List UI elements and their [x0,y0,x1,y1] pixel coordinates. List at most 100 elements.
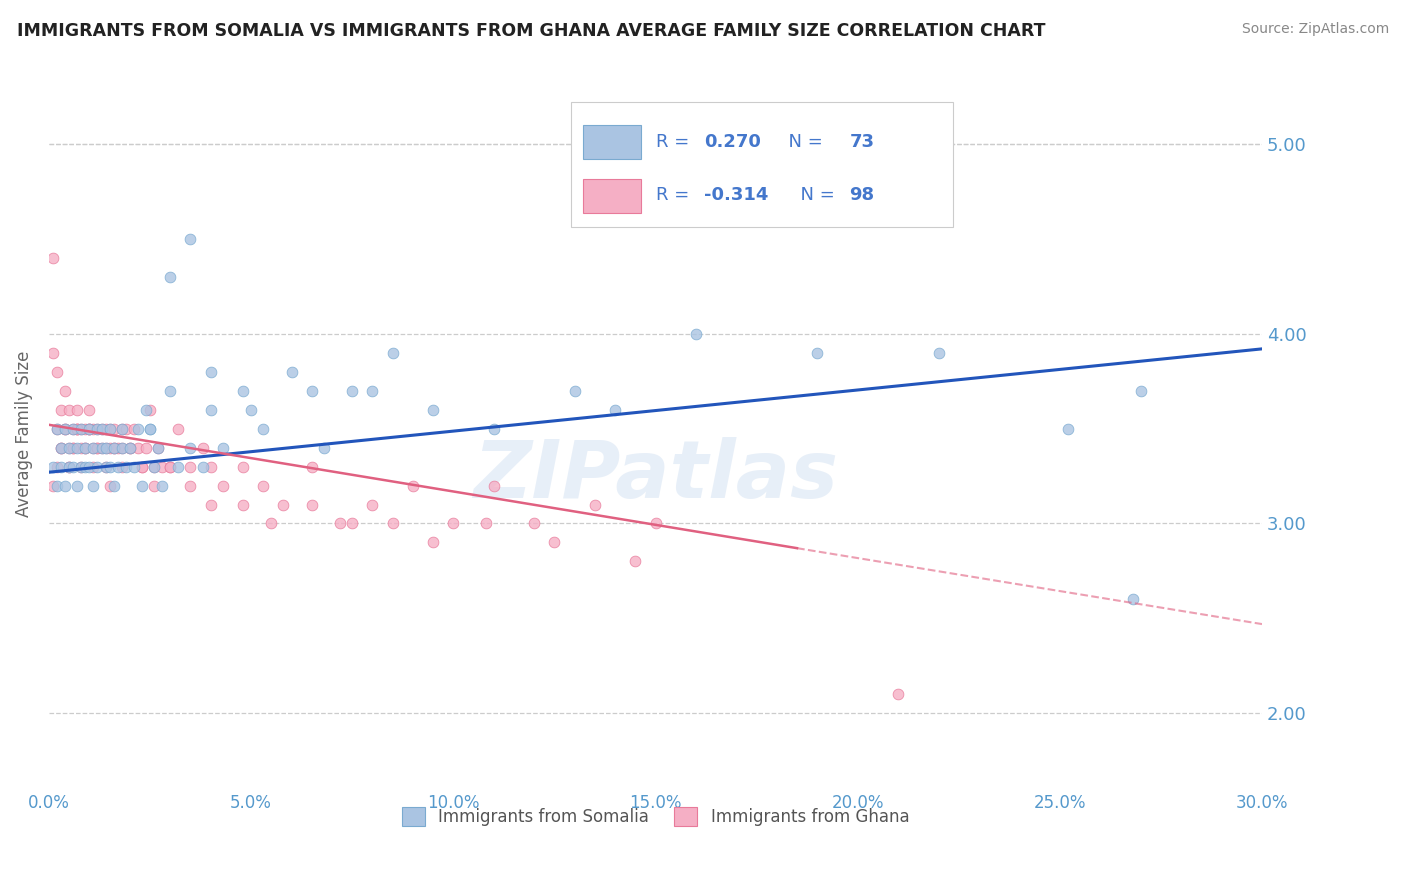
Point [301,384,323,398]
Point [146,441,169,455]
Point [62,441,84,455]
Point [329,516,352,531]
Point [42,345,65,359]
Point [75,421,97,435]
Text: N =: N = [776,133,828,151]
Point [361,498,384,512]
Point [70,459,93,474]
Point [146,441,169,455]
Point [62,459,84,474]
Point [46,421,69,435]
Point [46,365,69,379]
Point [252,478,274,492]
Point [474,516,496,531]
Point [53,421,76,435]
Y-axis label: Average Family Size: Average Family Size [15,351,32,516]
Point [523,516,546,531]
Point [179,459,201,474]
Point [79,421,101,435]
Point [79,421,101,435]
Point [135,402,157,417]
Point [75,441,97,455]
Point [583,498,606,512]
Point [49,441,72,455]
Point [150,459,173,474]
Point [49,459,72,474]
Point [127,421,149,435]
Point [79,421,101,435]
Point [66,441,89,455]
Point [159,269,181,284]
Text: R =: R = [655,186,695,204]
Point [79,459,101,474]
Point [62,441,84,455]
Text: Source: ZipAtlas.com: Source: ZipAtlas.com [1241,22,1389,37]
Point [482,478,505,492]
Point [211,441,233,455]
Point [94,459,117,474]
Point [191,459,214,474]
Point [1129,384,1152,398]
Point [66,421,89,435]
Point [66,421,89,435]
Point [90,441,112,455]
Point [103,421,125,435]
Point [98,421,121,435]
Text: N =: N = [789,186,841,204]
Text: R =: R = [655,133,695,151]
Point [58,402,80,417]
Point [58,441,80,455]
Point [62,421,84,435]
Point [179,441,201,455]
Point [159,459,181,474]
Point [273,498,295,512]
Point [111,459,134,474]
Point [86,421,108,435]
Point [131,478,153,492]
Point [312,441,335,455]
Point [131,459,153,474]
Point [114,421,136,435]
Text: IMMIGRANTS FROM SOMALIA VS IMMIGRANTS FROM GHANA AVERAGE FAMILY SIZE CORRELATION: IMMIGRANTS FROM SOMALIA VS IMMIGRANTS FR… [17,22,1046,40]
Point [159,459,181,474]
Point [564,384,586,398]
Point [422,535,444,549]
Point [167,459,190,474]
Point [82,421,104,435]
Point [381,345,404,359]
Point [179,232,201,246]
Point [211,478,233,492]
Point [58,459,80,474]
Point [122,421,145,435]
Point [143,478,166,492]
Point [103,441,125,455]
Point [66,402,89,417]
Point [103,441,125,455]
Point [200,365,222,379]
Point [79,402,101,417]
Point [70,421,93,435]
Point [86,459,108,474]
Point [200,459,222,474]
Point [46,459,69,474]
Point [66,421,89,435]
Point [103,478,125,492]
Point [191,441,214,455]
FancyBboxPatch shape [571,103,953,227]
Point [70,459,93,474]
Point [66,478,89,492]
FancyBboxPatch shape [582,178,641,212]
Point [135,441,157,455]
Point [94,441,117,455]
Point [49,402,72,417]
Point [118,441,141,455]
Point [79,421,101,435]
Point [94,421,117,435]
Point [624,554,647,568]
Point [111,441,134,455]
Point [58,459,80,474]
Point [232,459,254,474]
Point [58,459,80,474]
Point [111,421,134,435]
Point [280,365,302,379]
